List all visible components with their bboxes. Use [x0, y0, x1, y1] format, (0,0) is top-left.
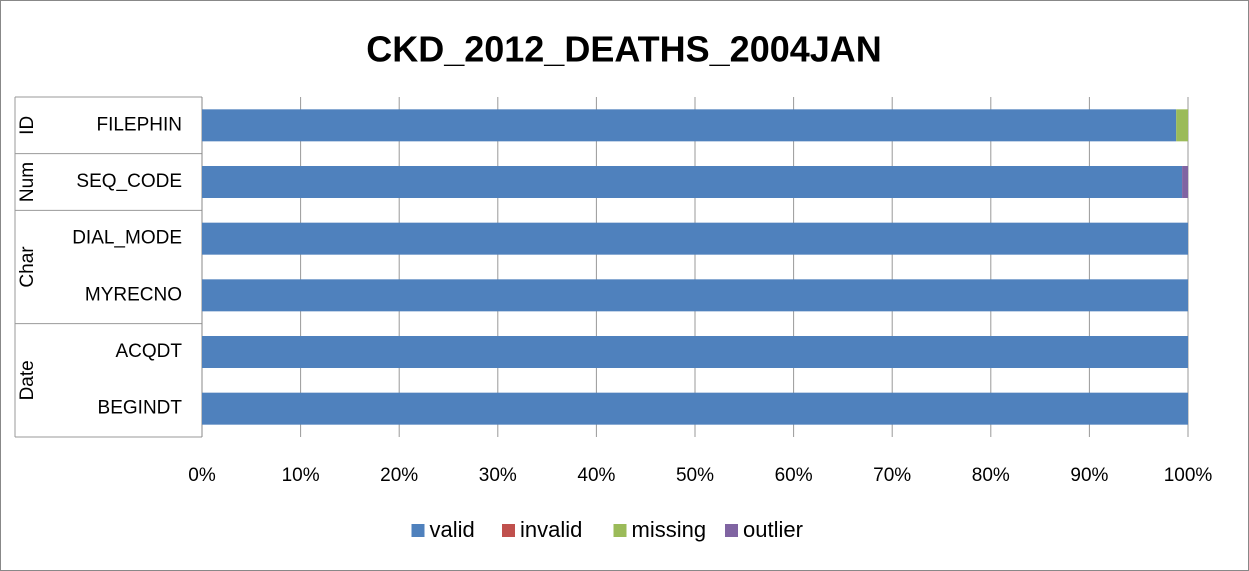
- bar-segment: [202, 336, 1188, 368]
- x-tick-label: 80%: [972, 465, 1010, 486]
- chart-title: CKD_2012_DEATHS_2004JAN: [366, 29, 882, 70]
- legend-label: invalid: [520, 517, 582, 542]
- bar-segment: [202, 279, 1188, 312]
- bar-segment: [1176, 109, 1188, 142]
- group-label: ID: [17, 116, 38, 135]
- x-tick-label: 90%: [1070, 465, 1108, 486]
- legend-label: outlier: [743, 517, 803, 542]
- x-tick-label: 20%: [380, 465, 418, 486]
- category-label: DIAL_MODE: [72, 228, 182, 249]
- category-label: SEQ_CODE: [76, 171, 182, 192]
- x-tick-label: 60%: [775, 465, 813, 486]
- category-label: BEGINDT: [98, 398, 183, 419]
- x-tick-label: 30%: [479, 465, 517, 486]
- bar-segment: [202, 166, 1183, 198]
- bar-segment: [202, 222, 1188, 255]
- group-label: Char: [17, 246, 38, 288]
- x-tick-label: 50%: [676, 465, 714, 486]
- bar-segment: [202, 392, 1188, 425]
- legend-swatch: [725, 524, 738, 537]
- legend-label: missing: [632, 517, 707, 542]
- x-tick-label: 100%: [1164, 465, 1213, 486]
- category-label: FILEPHIN: [96, 114, 182, 135]
- x-tick-label: 40%: [577, 465, 615, 486]
- legend-swatch: [613, 524, 627, 537]
- category-label: ACQDT: [116, 341, 183, 362]
- category-label: MYRECNO: [85, 284, 182, 305]
- legend-swatch: [411, 524, 425, 537]
- group-label: Num: [17, 162, 38, 202]
- x-tick-label: 0%: [188, 465, 216, 486]
- x-tick-label: 70%: [873, 465, 911, 486]
- bar-segment: [1182, 166, 1188, 198]
- legend-label: valid: [430, 517, 475, 542]
- group-label: Date: [17, 360, 38, 400]
- legend-swatch: [502, 524, 515, 537]
- x-tick-label: 10%: [282, 465, 320, 486]
- bar-segment: [202, 109, 1177, 142]
